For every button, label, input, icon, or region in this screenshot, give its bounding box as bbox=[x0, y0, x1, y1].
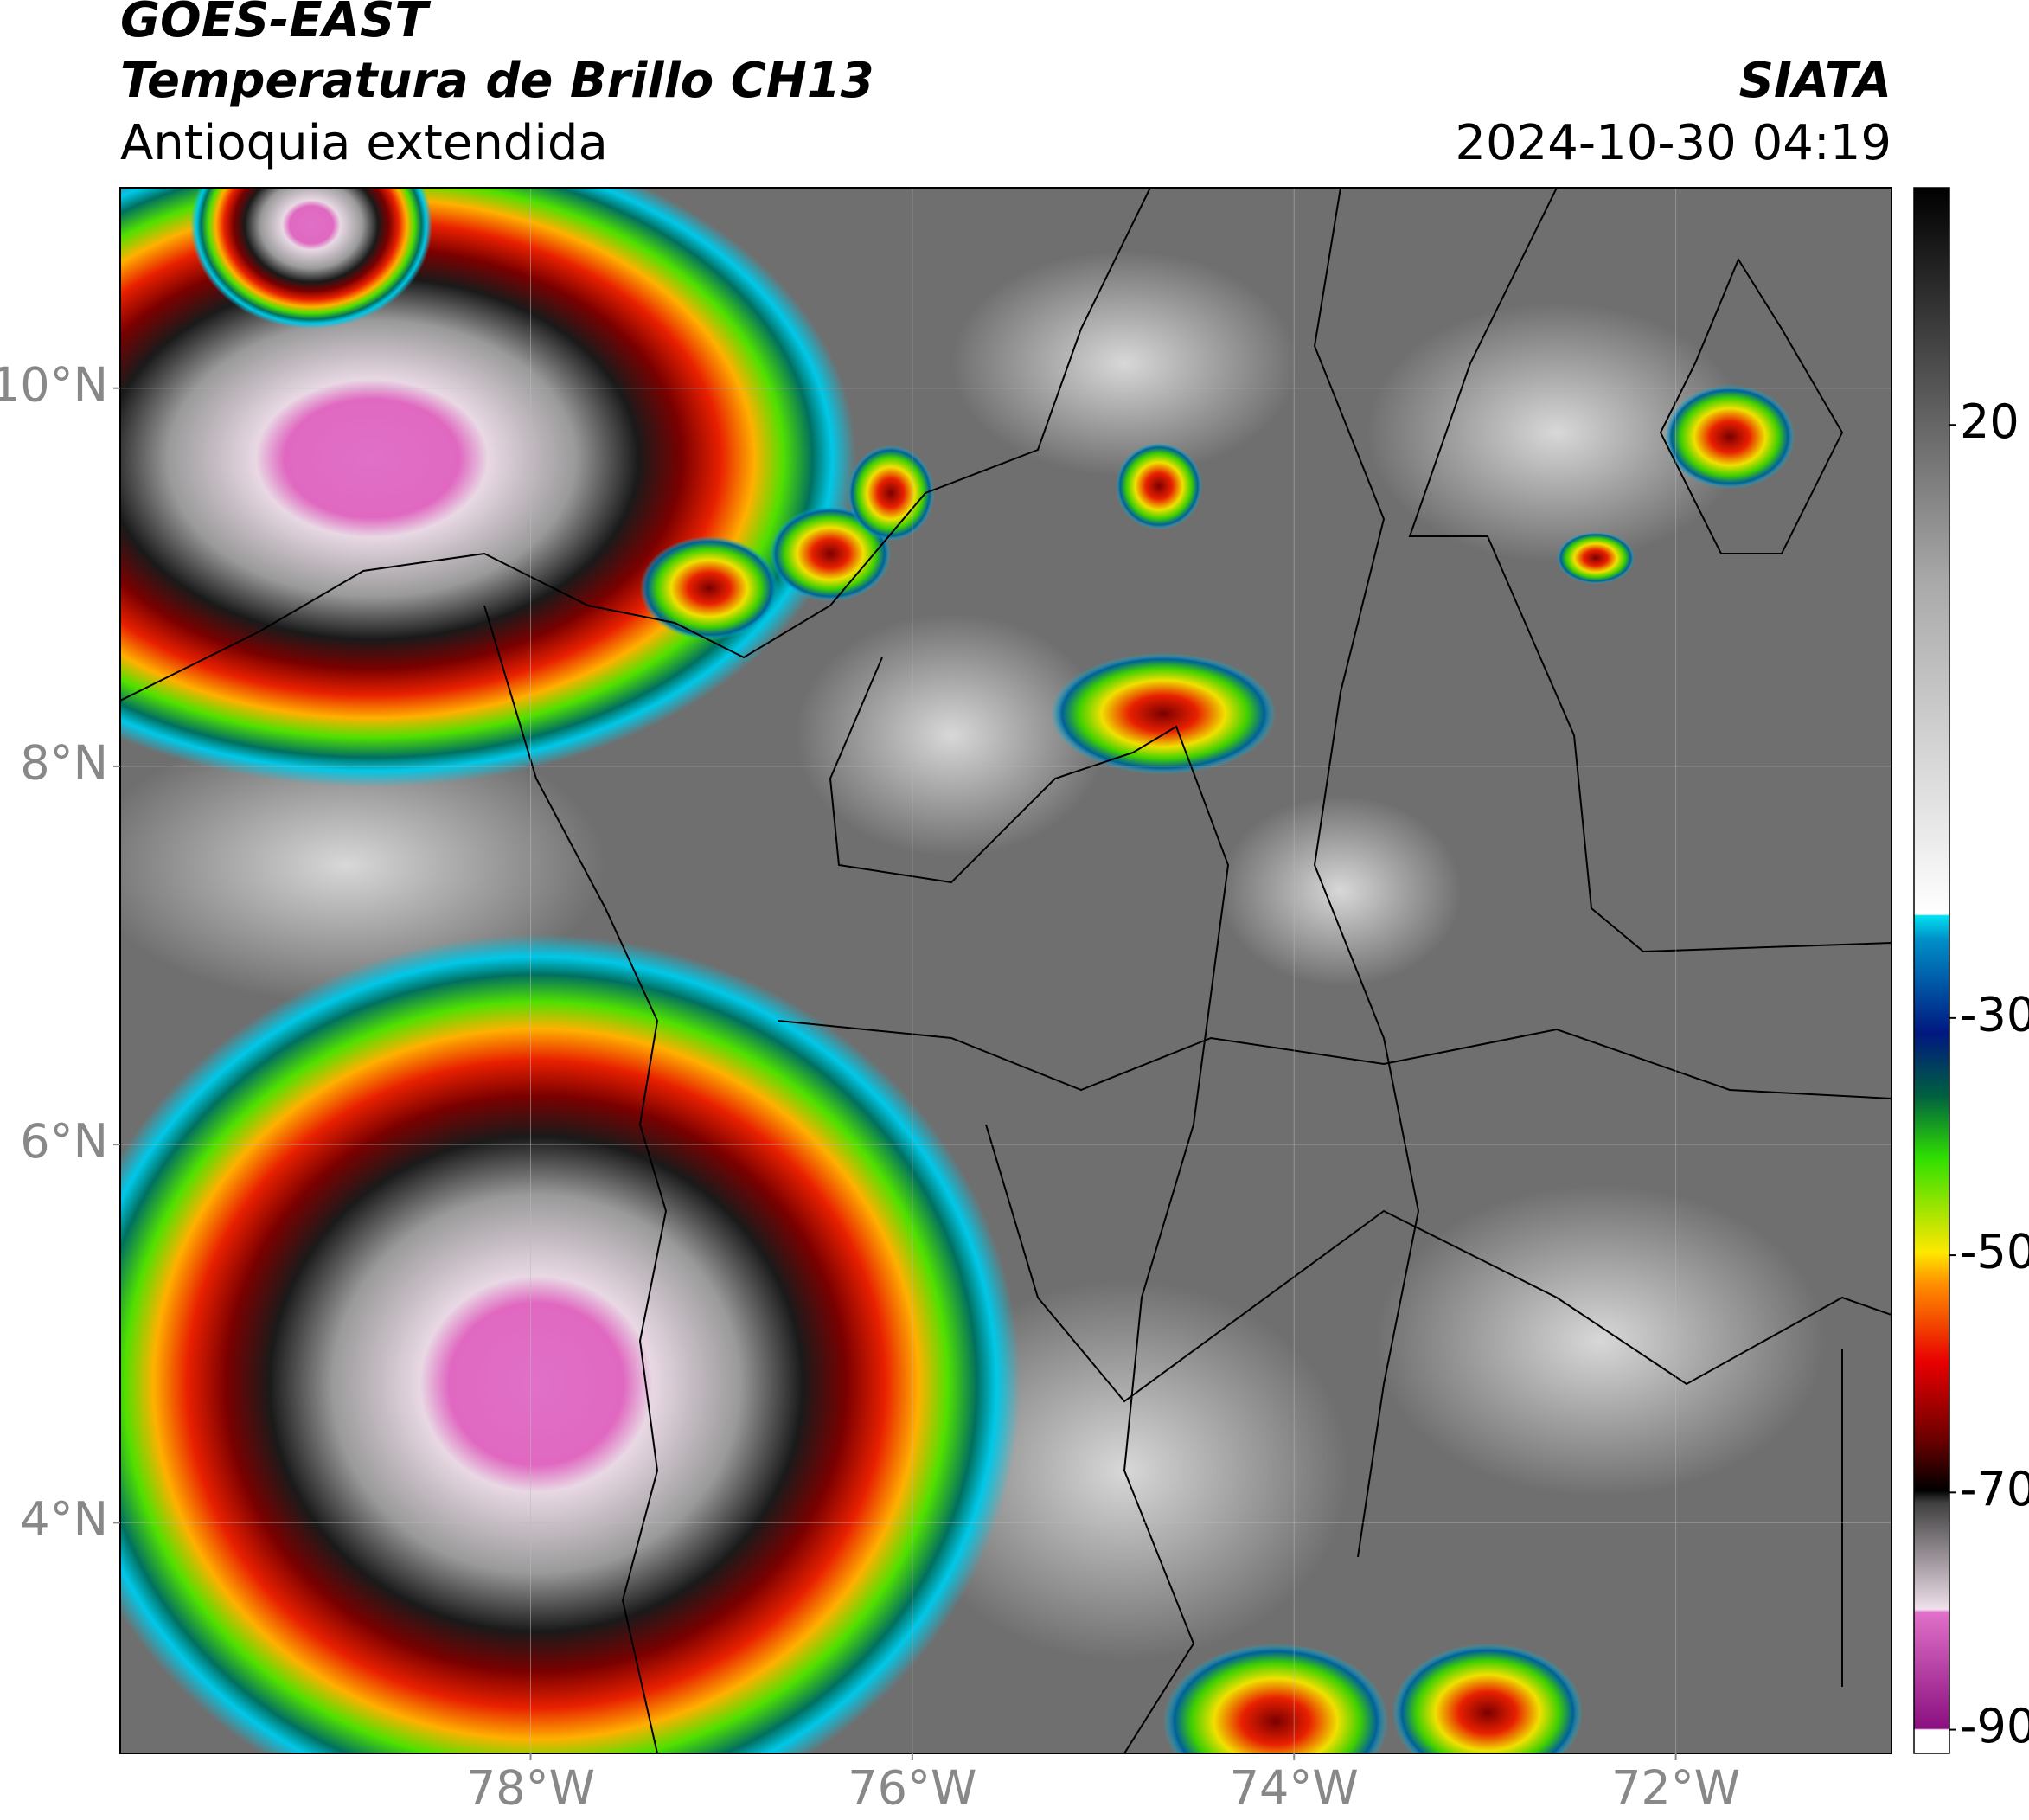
storm bbox=[120, 934, 1021, 1753]
border bbox=[778, 1020, 1891, 1099]
storm-cell bbox=[1392, 1644, 1583, 1753]
x-tick-label: 78°W bbox=[466, 1761, 595, 1816]
colorbar-label: 20 bbox=[1960, 394, 2019, 449]
coastline bbox=[483, 605, 668, 1753]
storm-cell bbox=[640, 536, 778, 640]
storm-cell bbox=[1116, 443, 1202, 529]
storm-cell bbox=[1051, 653, 1276, 774]
x-tick-label: 72°W bbox=[1611, 1761, 1740, 1816]
cloud bbox=[1219, 796, 1462, 986]
coastline bbox=[1659, 257, 1844, 554]
colorbar-label: -90 bbox=[1960, 1699, 2029, 1753]
y-tick-label: 10°N bbox=[0, 357, 108, 412]
colorbar-label: -70 bbox=[1960, 1462, 2029, 1516]
datetime: 2024-10-30 04:19 bbox=[1455, 115, 1891, 171]
y-tick-label: 8°N bbox=[20, 736, 108, 791]
storm-cell bbox=[1665, 385, 1795, 489]
cloud bbox=[796, 614, 1107, 856]
storm-cell bbox=[848, 445, 934, 541]
source: SIATA bbox=[1739, 53, 1891, 109]
cloud bbox=[1375, 1185, 1825, 1496]
map-image bbox=[120, 188, 1891, 1753]
border bbox=[985, 1124, 1891, 1403]
y-tick-label: 6°N bbox=[20, 1114, 108, 1169]
coastline bbox=[120, 188, 1151, 702]
x-tick-label: 76°W bbox=[848, 1761, 976, 1816]
storm-cell bbox=[1557, 532, 1635, 584]
border bbox=[829, 657, 1230, 1753]
storm-cell bbox=[1163, 1644, 1388, 1753]
cloud bbox=[951, 251, 1297, 476]
border bbox=[1408, 188, 1891, 953]
colorbar-label: -50 bbox=[1960, 1225, 2029, 1279]
y-tick-label: 4°N bbox=[20, 1492, 108, 1547]
boundaries bbox=[120, 188, 1891, 1753]
colorbar bbox=[1913, 187, 1950, 1754]
map-frame bbox=[119, 187, 1892, 1754]
subtitle: Temperatura de Brillo CH13 bbox=[120, 53, 874, 109]
cloud bbox=[1367, 303, 1747, 562]
region: Antioquia extendida bbox=[120, 115, 608, 171]
storm bbox=[120, 188, 856, 787]
title: GOES-EAST bbox=[120, 0, 431, 48]
cloud bbox=[120, 727, 605, 1003]
storm bbox=[190, 188, 432, 329]
x-tick-label: 74°W bbox=[1230, 1761, 1359, 1816]
colorbar-label: -30 bbox=[1960, 987, 2029, 1041]
border bbox=[1313, 188, 1420, 1558]
storm-cell bbox=[770, 506, 891, 601]
